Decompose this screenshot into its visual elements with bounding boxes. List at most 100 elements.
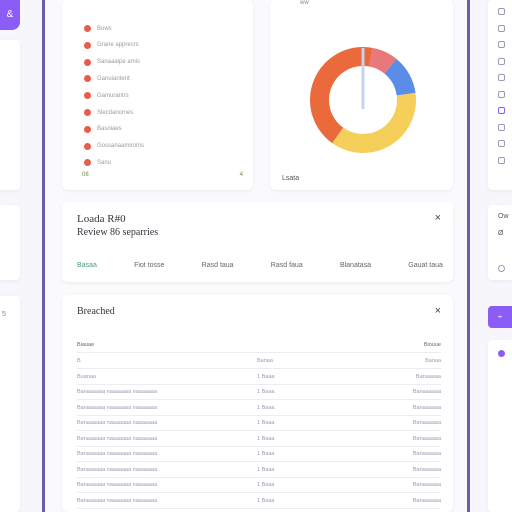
sidebar-icon[interactable] [498, 74, 505, 81]
list-item[interactable]: Slecdanomes [84, 109, 133, 116]
tab-1[interactable]: Fiot tosse [134, 262, 165, 269]
breached-title: Breached [77, 306, 115, 317]
sidebar-icon[interactable] [498, 57, 505, 65]
close-icon[interactable]: × [434, 305, 441, 317]
sidebar-icon[interactable] [498, 8, 505, 15]
user-icon[interactable] [498, 350, 505, 357]
table-cell: Banaaaaaa [412, 497, 441, 504]
sidebar-icon[interactable] [498, 140, 505, 147]
row-divider [77, 507, 441, 509]
row-divider [77, 445, 441, 447]
table-cell: Banaaaaaa naaaaaaa naaaaaaa [77, 497, 158, 504]
list-item[interactable]: Gossanaamiroms [84, 142, 145, 150]
left-panel: & 5 [0, 0, 42, 512]
table-cell: Banaaaaaa naaaaaaa naaaaaaa [77, 389, 158, 395]
table-cell: 1 Baaa [257, 373, 275, 380]
list-footer: 08 4 [82, 172, 243, 178]
list-item[interactable]: Ganuiantent [84, 75, 130, 83]
table-cell: Banaaaaaa [412, 466, 441, 473]
pie-slice[interactable] [384, 58, 416, 96]
donut-chart [310, 47, 416, 153]
table-row[interactable]: Banaaaaaa naaaaaaa naaaaaaa 1 Baaa Banaaaa… [77, 495, 441, 507]
pie-slice[interactable] [310, 47, 373, 144]
table-cell: 1 Baaa [257, 466, 275, 473]
status-dot-icon [84, 41, 91, 49]
tab-4[interactable]: Blanatasa [339, 262, 372, 269]
table-cell: Buanaa [77, 373, 96, 380]
list-item-label: Grane apprecrs [97, 42, 139, 49]
list-item[interactable]: Basoiaes [84, 125, 122, 133]
row-divider [77, 492, 441, 493]
tab-2[interactable]: Rasd taua [201, 262, 234, 269]
list-footer-left: 08 [82, 172, 89, 178]
table-cell: Banaaaaaa naaaaaaa naaaaaaa [77, 435, 158, 442]
list-item-label: Gossanaamiroms [97, 143, 145, 150]
list-item-label: Sanaaaipe amis [97, 59, 141, 66]
table-row[interactable]: Banaaaaaa naaaaaaa naaaaaaa 1 Baaa Banaaaa… [77, 433, 441, 445]
table-row[interactable]: Banaaaaaa naaaaaaa naaaaaaa 1 Baaa Banaaaa… [77, 448, 441, 460]
table-row[interactable]: Buanaa 1 Baaa Banaaaaa [77, 371, 441, 383]
sidebar-icon[interactable] [498, 24, 505, 32]
main-panel: Bows Grane apprecrs Sanaaaipe amis Ganuiant… [42, 0, 470, 512]
status-dot-icon [84, 159, 91, 167]
table-cell: 1 Baaa [257, 451, 275, 457]
row-divider [77, 430, 441, 431]
table-row[interactable]: B Banaa Banaa [77, 355, 441, 367]
row-divider [77, 399, 441, 400]
app-badge[interactable]: & [0, 0, 20, 30]
table-cell: Biouue [423, 342, 441, 348]
sidebar-icon[interactable] [498, 90, 505, 98]
sidebar-icon[interactable] [498, 41, 505, 48]
list-item[interactable]: Sanaaaipe amis [84, 58, 141, 66]
list-item-label: Ganuiantent [97, 75, 130, 82]
table-cell: 1 Baaa [257, 420, 275, 426]
close-icon[interactable]: × [434, 212, 441, 224]
table-row[interactable]: Banaaaaaa naaaaaaa naaaaaaa 1 Baaa Banaaaa… [77, 386, 441, 398]
list-item-label: Gamurantrs [97, 92, 129, 99]
table-row[interactable]: Banaaaaaa naaaaaaa naaaaaaa 1 Baaa Banaaaa… [77, 417, 441, 429]
list-item-label: Slecdanomes [97, 109, 134, 116]
table-cell: Banaa [425, 358, 441, 364]
table-row[interactable]: Banaaaaaa naaaaaaa naaaaaaa 1 Baaa Banaaaa… [77, 402, 441, 414]
list-item[interactable]: Grane apprecrs [84, 41, 139, 49]
list-item[interactable]: Gamurantrs [84, 92, 129, 100]
table-cell: Banaaaaaa naaaaaaa naaaaaaa [77, 482, 158, 488]
settings-icon[interactable] [498, 265, 505, 272]
list-item[interactable]: Bows [84, 25, 112, 32]
table-cell: Biauae [77, 342, 95, 348]
tab-5[interactable]: Gauat taua [408, 262, 443, 269]
table-cell: Banaaaaaa [412, 482, 441, 488]
action-button[interactable]: ⌁ [488, 306, 512, 328]
pie-slice[interactable] [332, 92, 416, 153]
left-card-top [0, 40, 20, 190]
table-header: Biauae Biouue [77, 339, 441, 351]
tab-3[interactable]: Rasd faua [270, 262, 303, 269]
pie-slice[interactable] [369, 47, 397, 74]
donut-chart-card: ww Lsata [270, 0, 453, 190]
table-cell: B [77, 358, 81, 364]
sidebar-icon[interactable] [498, 123, 505, 131]
table-cell: Banaaaaaa naaaaaaa naaaaaaa [77, 466, 158, 473]
table-cell: 1 Baaa [257, 404, 275, 411]
left-card-bottom [0, 296, 20, 512]
list-item[interactable]: Sanu [84, 159, 111, 167]
table-row[interactable]: Banaaaaaa naaaaaaa naaaaaaa 1 Baaa Banaaaa… [77, 464, 441, 476]
table-cell: Banaaaaaa naaaaaaa naaaaaaa [77, 404, 158, 411]
list-item-label: Bows [97, 25, 112, 32]
review-subtitle: Review 86 separries [77, 227, 159, 238]
table-cell: Banaaaaa [415, 373, 441, 380]
status-dot-icon [84, 58, 91, 66]
status-dot-icon [84, 142, 91, 150]
row-divider [77, 414, 441, 416]
right-card-top [488, 0, 512, 190]
table-cell: Banaaaaaa [412, 435, 441, 442]
list-footer-right[interactable]: 4 [239, 172, 243, 178]
row-divider [77, 368, 441, 369]
tab-0[interactable]: Basaa [77, 262, 97, 269]
sidebar-icon[interactable] [498, 107, 505, 114]
right-card-bottom [488, 340, 512, 512]
table-row[interactable]: Banaaaaaa naaaaaaa naaaaaaa 1 Baaa Banaaaa… [77, 479, 441, 491]
table-cell: Banaaaaaa naaaaaaa naaaaaaa [77, 420, 158, 426]
risk-list-card: Bows Grane apprecrs Sanaaaipe amis Ganuiant… [62, 0, 253, 190]
sidebar-icon[interactable] [498, 156, 505, 164]
